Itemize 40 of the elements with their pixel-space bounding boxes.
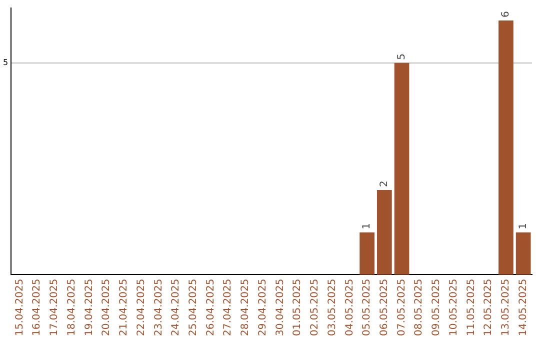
x-tick-label: 04.05.2025 xyxy=(344,278,356,336)
data-label: 5 xyxy=(396,54,408,60)
bar xyxy=(376,190,392,275)
x-tick-label: 17.04.2025 xyxy=(49,278,60,336)
x-tick-label: 06.05.2025 xyxy=(379,278,390,336)
x-tick-label: 20.04.2025 xyxy=(101,278,112,336)
x-tick-label: 12.05.2025 xyxy=(483,278,494,336)
x-tick-label: 22.04.2025 xyxy=(136,278,147,336)
x-tick-label: 08.05.2025 xyxy=(414,278,425,336)
x-tick-label: 14.05.2025 xyxy=(518,278,529,336)
bar xyxy=(498,20,514,275)
x-tick-label: 02.05.2025 xyxy=(310,278,321,336)
x-tick-label: 13.05.2025 xyxy=(500,278,512,336)
x-tick-label: 05.05.2025 xyxy=(362,278,373,336)
data-label: 1 xyxy=(362,222,373,230)
bar xyxy=(516,232,531,275)
x-tick-label: 24.04.2025 xyxy=(170,278,182,336)
x-tick-label: 11.05.2025 xyxy=(466,278,477,336)
x-tick-label: 25.04.2025 xyxy=(188,278,199,336)
bar xyxy=(360,232,374,275)
x-tick-label: 01.05.2025 xyxy=(292,278,304,336)
x-tick-label: 21.04.2025 xyxy=(118,278,130,336)
data-label: 2 xyxy=(379,180,390,187)
x-tick-label: 26.04.2025 xyxy=(205,278,216,336)
x-tick-label: 28.04.2025 xyxy=(240,278,252,336)
x-tick-label: 23.04.2025 xyxy=(153,278,164,336)
x-tick-label: 16.04.2025 xyxy=(32,278,43,336)
bar xyxy=(394,62,410,275)
x-tick-label: 19.04.2025 xyxy=(84,278,95,336)
data-label: 1 xyxy=(518,222,529,230)
data-label: 6 xyxy=(500,11,512,18)
x-tick-label: 30.04.2025 xyxy=(274,278,286,336)
x-tick-label: 03.05.2025 xyxy=(326,278,338,336)
x-tick-label: 18.04.2025 xyxy=(66,278,78,336)
x-tick-label: 29.04.2025 xyxy=(257,278,268,336)
x-tick-label: 27.04.2025 xyxy=(222,278,234,336)
x-tick-label: 07.05.2025 xyxy=(396,278,408,336)
x-tick-label: 09.05.2025 xyxy=(431,278,442,336)
x-tick-label: 10.05.2025 xyxy=(448,278,460,336)
x-tick-label: 15.04.2025 xyxy=(14,278,26,336)
